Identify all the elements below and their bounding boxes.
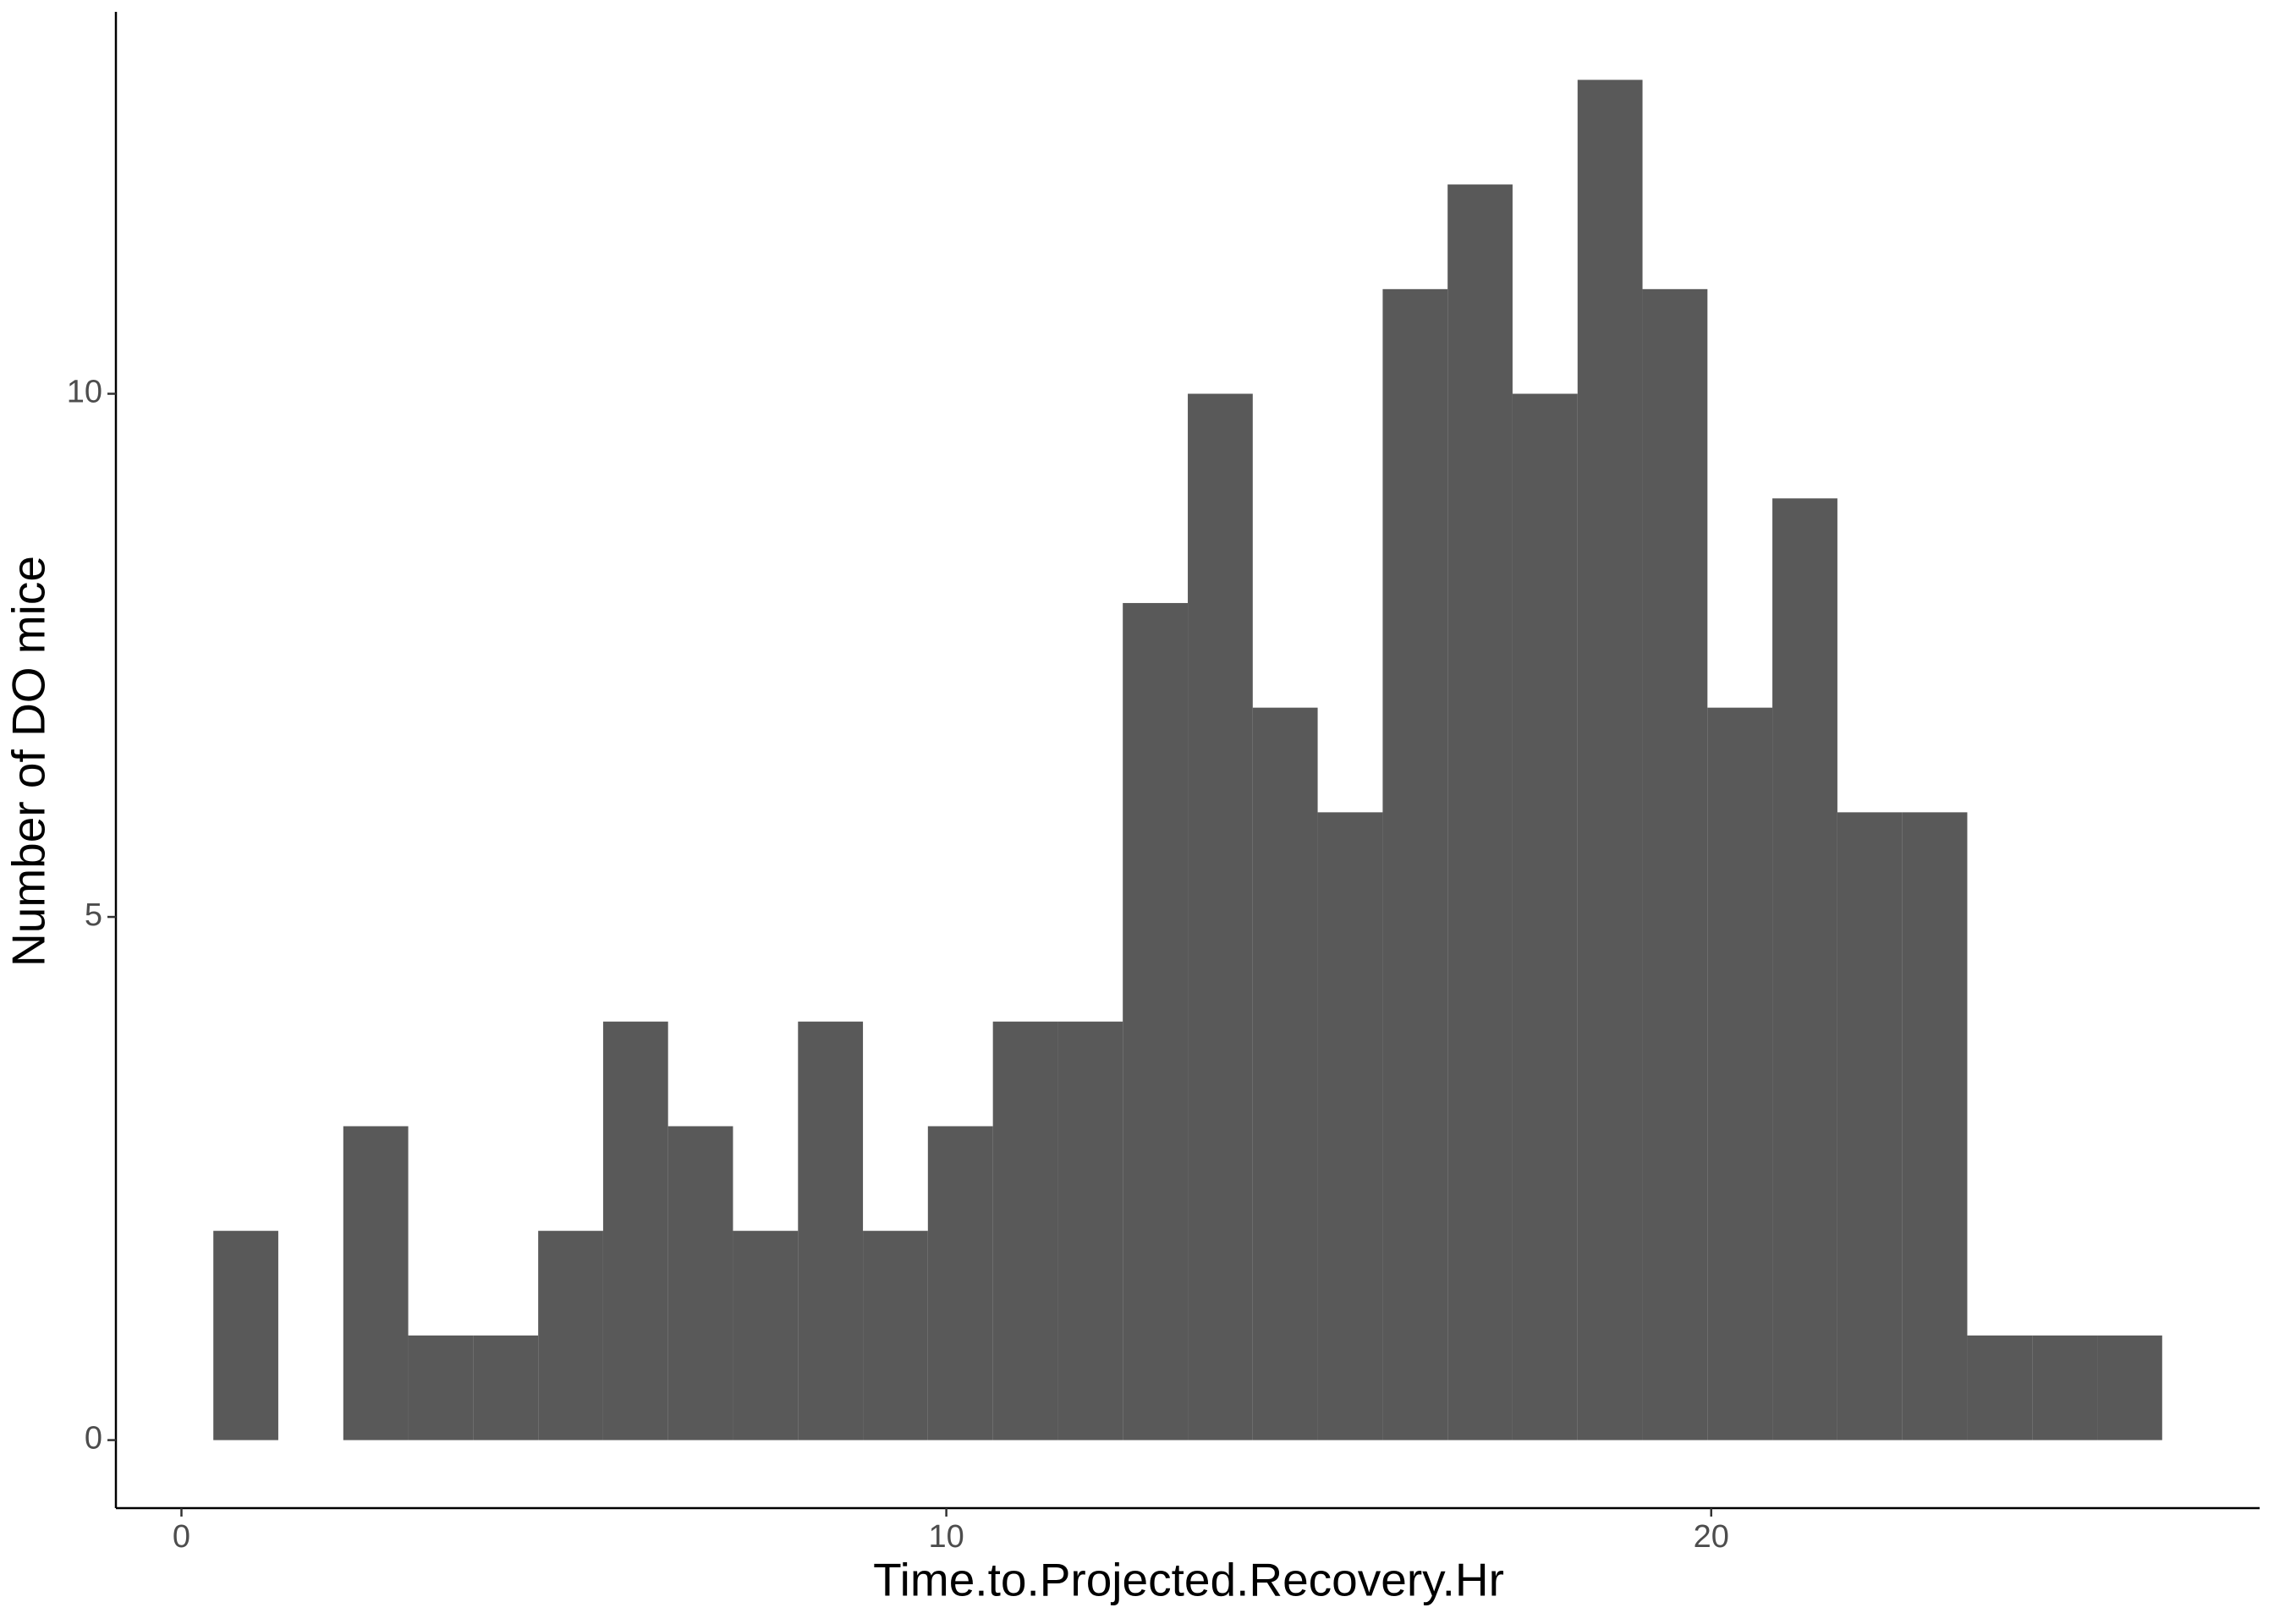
bar: [473, 1335, 539, 1440]
bar: [538, 1231, 603, 1440]
y-tick-label: 10: [67, 375, 102, 410]
bar: [927, 1126, 993, 1440]
bar: [733, 1231, 799, 1440]
bar: [343, 1126, 409, 1440]
bar: [1512, 393, 1578, 1440]
bar: [798, 1021, 864, 1440]
bar: [992, 1021, 1058, 1440]
bar: [1382, 288, 1448, 1440]
bar: [1057, 1021, 1123, 1440]
bar: [408, 1335, 474, 1440]
x-axis-title: Time.to.Projected.Recovery.Hr: [873, 1554, 1504, 1606]
bar: [1188, 393, 1253, 1440]
bar: [1252, 707, 1318, 1440]
x-tick-label: 20: [1694, 1519, 1729, 1555]
y-tick-label: 0: [85, 1421, 102, 1457]
bar: [1837, 812, 1903, 1440]
y-tick-label: 5: [85, 897, 102, 933]
bar: [1967, 1335, 2033, 1440]
bar: [863, 1231, 928, 1440]
bar: [2032, 1335, 2098, 1440]
y-axis-title: Number of DO mice: [3, 556, 55, 967]
bar: [1447, 184, 1513, 1440]
bar: [1642, 288, 1708, 1440]
bar: [667, 1126, 733, 1440]
bar: [1902, 812, 1968, 1440]
bar: [1772, 498, 1837, 1440]
bar: [1707, 707, 1773, 1440]
bar: [213, 1231, 278, 1440]
x-tick-label: 0: [173, 1519, 190, 1555]
bar: [1317, 812, 1383, 1440]
bar: [1577, 80, 1643, 1440]
bar: [2097, 1335, 2162, 1440]
bar: [1123, 602, 1189, 1440]
x-tick-label: 10: [928, 1519, 964, 1555]
bar: [602, 1021, 668, 1440]
